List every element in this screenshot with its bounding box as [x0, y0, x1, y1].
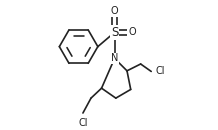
Text: N: N	[111, 53, 118, 63]
Text: O: O	[111, 6, 118, 16]
Text: Cl: Cl	[78, 118, 88, 128]
Text: S: S	[111, 26, 118, 39]
Text: O: O	[128, 27, 136, 37]
Text: Cl: Cl	[156, 66, 165, 76]
